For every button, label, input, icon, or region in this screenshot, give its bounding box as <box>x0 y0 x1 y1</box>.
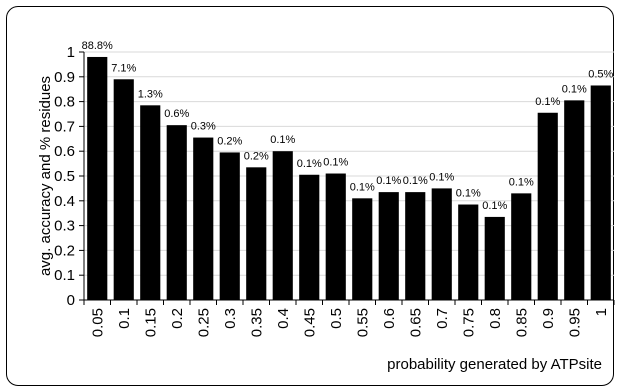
bar <box>378 192 399 300</box>
data-label: 0.1% <box>562 83 587 95</box>
x-axis-title: probability generated by ATPsite <box>387 356 602 373</box>
x-tick-label: 0.65 <box>407 308 424 337</box>
y-tick-label: 1 <box>67 44 75 61</box>
x-tick-label: 0.75 <box>460 308 477 337</box>
bar <box>564 100 585 300</box>
data-label: 0.3% <box>191 121 216 133</box>
bar <box>590 85 611 300</box>
x-tick-label: 0.9 <box>540 308 557 329</box>
x-tick-label: 1 <box>593 308 610 316</box>
bar <box>325 173 346 300</box>
data-label: 88.8% <box>82 40 113 52</box>
y-tick-labels: 0 0.1 0.2 0.3 0.4 0.5 0.6 0.7 0.8 0.9 1 <box>54 44 75 309</box>
x-tick-label: 0.1 <box>116 308 133 329</box>
data-label: 0.1% <box>403 175 428 187</box>
bar-chart: 88.8%7.1%1.3%0.6%0.3%0.2%0.2%0.1%0.1% 0.1… <box>37 40 615 373</box>
x-tick-label: 0.6 <box>381 308 398 329</box>
x-tick-labels: 0.05 0.1 0.15 0.2 0.25 0.3 0.35 0.4 0.45 0.5 0.55 0… <box>83 300 615 337</box>
bar <box>166 125 187 300</box>
y-tick-label: 0.1 <box>54 267 75 284</box>
data-labels: 88.8%7.1%1.3%0.6%0.3%0.2%0.2%0.1%0.1% 0.1… <box>82 40 614 212</box>
data-label: 1.3% <box>138 88 163 100</box>
data-label: 0.1% <box>323 157 348 169</box>
x-tick-label: 0.8 <box>487 308 504 329</box>
x-tick-label: 0.95 <box>566 308 583 337</box>
x-tick-label: 0.45 <box>301 308 318 337</box>
data-label: 0.1% <box>482 200 507 212</box>
bar <box>219 152 240 300</box>
data-label: 0.2% <box>217 135 242 147</box>
bars <box>87 56 611 301</box>
bar <box>352 198 373 300</box>
data-label: 0.6% <box>164 108 189 120</box>
x-tick-label: 0.7 <box>434 308 451 329</box>
data-label: 0.1% <box>456 188 481 200</box>
data-label: 0.1% <box>376 175 401 187</box>
bar <box>272 151 293 300</box>
data-label: 0.1% <box>297 158 322 170</box>
y-tick-label: 0 <box>67 292 75 309</box>
data-label: 0.1% <box>270 134 295 146</box>
x-tick-label: 0.35 <box>248 308 265 337</box>
x-tick-label: 0.3 <box>222 308 239 329</box>
x-tick-label: 0.05 <box>89 308 106 337</box>
x-tick-label: 0.25 <box>195 308 212 337</box>
y-tick-label: 0.9 <box>54 69 75 86</box>
bar <box>87 56 108 301</box>
y-tick-label: 0.3 <box>54 218 75 235</box>
y-tick-label: 0.4 <box>54 193 75 210</box>
x-tick-label: 0.2 <box>169 308 186 329</box>
bar <box>246 167 267 300</box>
x-tick-label: 0.4 <box>275 308 292 329</box>
data-label: 0.2% <box>244 150 269 162</box>
bar <box>113 79 134 300</box>
bar <box>405 192 426 300</box>
y-tick-label: 0.6 <box>54 143 75 160</box>
x-tick-label: 0.85 <box>513 308 530 337</box>
bar <box>431 188 452 300</box>
x-tick-label: 0.15 <box>142 308 159 337</box>
bar <box>458 204 479 300</box>
bar <box>511 193 532 300</box>
data-label: 0.1% <box>509 176 534 188</box>
y-tick-label: 0.7 <box>54 118 75 135</box>
bar <box>299 174 320 300</box>
y-tick-label: 0.8 <box>54 94 75 111</box>
bar <box>537 112 558 300</box>
bar <box>193 137 214 300</box>
bar <box>484 216 505 300</box>
x-tick-label: 0.5 <box>328 308 345 329</box>
data-label: 0.5% <box>588 68 613 80</box>
data-label: 0.1% <box>429 171 454 183</box>
y-tick-label: 0.5 <box>54 168 75 185</box>
data-label: 7.1% <box>111 62 136 74</box>
data-label: 0.1% <box>535 96 560 108</box>
y-axis-title: avg. accuracy and % residues <box>37 76 54 276</box>
bar <box>140 105 161 300</box>
x-tick-label: 0.55 <box>354 308 371 337</box>
y-tick-label: 0.2 <box>54 242 75 259</box>
data-label: 0.1% <box>350 181 375 193</box>
